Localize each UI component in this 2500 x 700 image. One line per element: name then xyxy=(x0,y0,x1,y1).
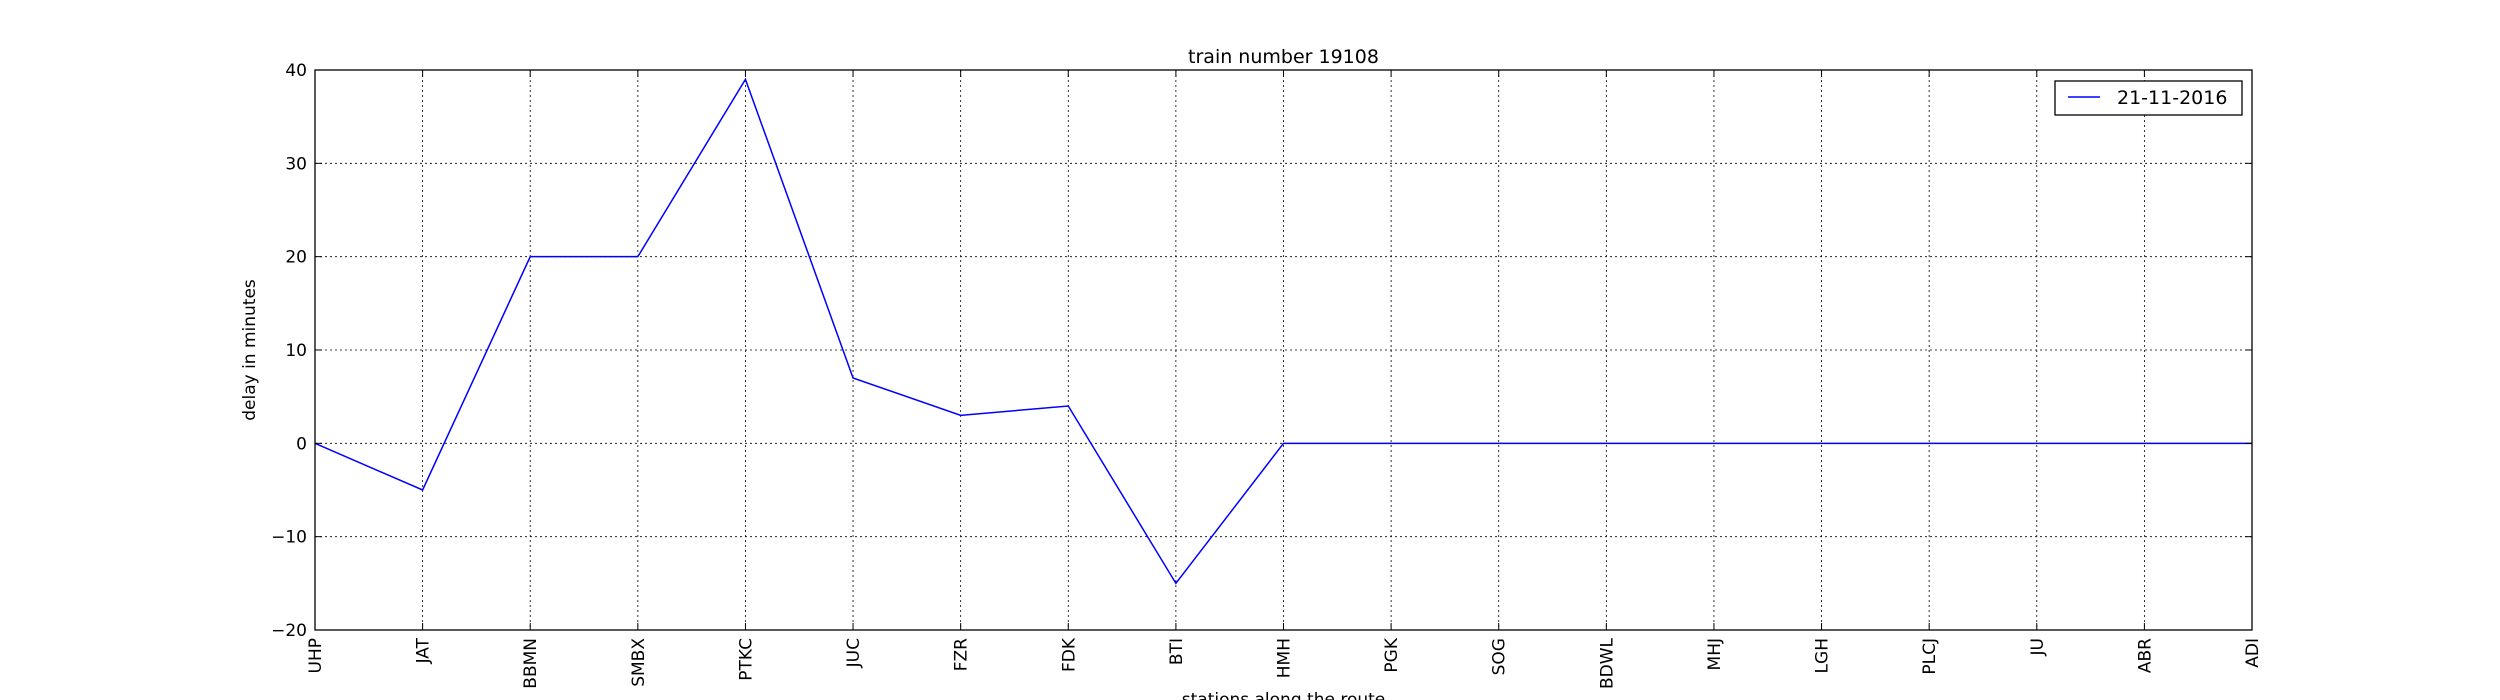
chart-title: train number 19108 xyxy=(1188,46,1379,68)
x-tick-label: SOG xyxy=(1490,638,1510,675)
x-tick-label: BBMN xyxy=(521,638,541,689)
y-tick-label: 20 xyxy=(285,248,307,268)
x-tick-label: PGK xyxy=(1382,637,1402,672)
legend-box xyxy=(2054,80,2243,116)
x-tick-label: BDWL xyxy=(1597,637,1617,689)
y-tick-label: 0 xyxy=(296,434,307,454)
x-axis-label: stations along the route xyxy=(1182,690,1386,700)
y-tick-label: 30 xyxy=(285,154,307,174)
x-tick-label: FDK xyxy=(1059,637,1079,672)
x-tick-label: SMBX xyxy=(629,638,649,687)
x-tick-label: JUC xyxy=(844,638,864,668)
x-tick-label: JAT xyxy=(414,637,434,664)
x-tick-label: UHP xyxy=(306,638,326,673)
series-layer xyxy=(314,77,2252,585)
y-axis-label: delay in minutes xyxy=(240,279,260,421)
x-tick-label: LGH xyxy=(1813,638,1833,673)
y-tick-label: −20 xyxy=(271,621,307,641)
y-tick-label: 10 xyxy=(285,341,307,361)
x-tick-label: FZR xyxy=(952,638,972,671)
x-tick-label: BTI xyxy=(1167,638,1187,665)
series-line xyxy=(314,77,2252,585)
x-tick-label: JU xyxy=(2028,638,2048,656)
y-tick-label: −10 xyxy=(271,528,307,548)
x-tick-label: ABR xyxy=(2135,638,2155,673)
grid-lines xyxy=(314,69,2253,631)
y-tick-label: 40 xyxy=(285,61,307,81)
x-tick-label: PTKC xyxy=(736,638,756,681)
x-tick-label: PLCJ xyxy=(1920,638,1940,675)
legend: 21-11-2016 xyxy=(2054,80,2243,116)
x-tick-label: MHJ xyxy=(1705,638,1725,670)
x-tick-label: HMH xyxy=(1275,638,1295,678)
axis-ticks: UHP JAT BBMN SMBX PTKC JUC FZR FDK BTI HMH PGK SOG B… xyxy=(271,61,2263,689)
legend-label: 21-11-2016 xyxy=(2117,87,2227,109)
x-tick-label: ADI xyxy=(2243,638,2263,668)
